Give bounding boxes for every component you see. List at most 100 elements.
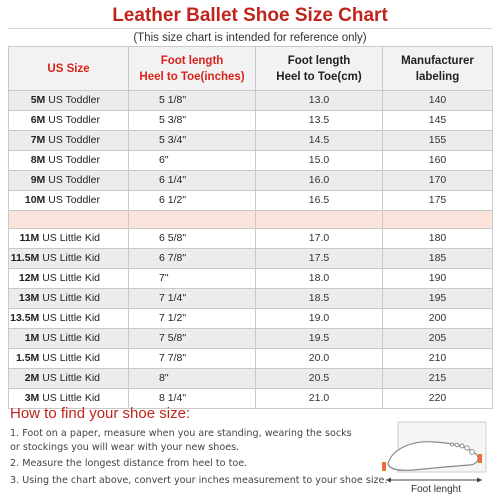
header-cm-line1: Foot length (287, 54, 351, 67)
cell-cm: 14.5 (255, 130, 383, 151)
howto-step-1-cont: or stockings you will wear with your new… (10, 442, 240, 453)
cell-cm: 13.5 (255, 110, 383, 131)
size-code: 1M (24, 332, 40, 344)
table-row: 3M US Little Kid 8 1/4" 21.0 220 (8, 388, 493, 409)
size-code: 5M (30, 94, 46, 106)
cell-manufacturer-label: 190 (382, 268, 493, 289)
cell-us-size: 8M US Toddler (8, 150, 129, 171)
cell-manufacturer-label: 180 (382, 228, 493, 249)
header-inch-line2: Heel to Toe(inches) (139, 70, 245, 83)
cell-inches: 5 3/8" (128, 110, 256, 131)
table-row: 6M US Toddler 5 3/8" 13.5 145 (8, 110, 493, 131)
heel-mark-icon (382, 462, 386, 471)
table-row: 1.5M US Little Kid 7 7/8" 20.0 210 (8, 348, 493, 369)
cell-manufacturer-label: 215 (382, 368, 493, 389)
toe-icon (449, 442, 455, 447)
size-code: 10M (24, 194, 46, 206)
cell-manufacturer-label: 210 (382, 348, 493, 369)
size-group: US Toddler (48, 134, 100, 146)
foot-outline-icon (387, 441, 479, 471)
cell-us-size: 6M US Toddler (8, 110, 129, 131)
cell-manufacturer-label: 220 (382, 388, 493, 409)
size-code: 2M (24, 372, 40, 384)
cell-inches: 6 5/8" (128, 228, 256, 249)
cell-manufacturer-label: 155 (382, 130, 493, 151)
toe-icon (469, 449, 475, 455)
size-code: 9M (30, 174, 46, 186)
table-row: 11.5M US Little Kid 6 7/8" 17.5 185 (8, 248, 493, 269)
divider-cell (255, 210, 383, 229)
size-group: US Little Kid (42, 332, 100, 344)
cell-inches: 6 1/4" (128, 170, 256, 191)
size-code: 3M (24, 392, 40, 404)
size-group: US Little Kid (42, 232, 100, 244)
cell-manufacturer-label: 145 (382, 110, 493, 131)
cell-us-size: 10M US Toddler (8, 190, 129, 211)
cell-cm: 16.5 (255, 190, 383, 211)
size-table: US Size Foot length Heel to Toe(inches) … (8, 46, 493, 409)
cell-inches: 7 1/2" (128, 308, 256, 329)
header-foot-length-cm: Foot length Heel to Toe(cm) (255, 46, 383, 91)
divider-cell (382, 210, 493, 229)
cell-manufacturer-label: 175 (382, 190, 493, 211)
size-group: US Little Kid (42, 392, 100, 404)
cell-us-size: 3M US Little Kid (8, 388, 129, 409)
cell-manufacturer-label: 195 (382, 288, 493, 309)
header-mfr-line1: Manufacturer (401, 54, 474, 67)
chart-title: Leather Ballet Shoe Size Chart (8, 2, 492, 29)
table-row: 2M US Little Kid 8" 20.5 215 (8, 368, 493, 389)
cell-cm: 20.0 (255, 348, 383, 369)
table-row: 7M US Toddler 5 3/4" 14.5 155 (8, 130, 493, 151)
cell-inches: 6 7/8" (128, 248, 256, 269)
size-group: US Little Kid (42, 292, 100, 304)
size-group: US Little Kid (42, 312, 100, 324)
header-inch-line1: Foot length (160, 54, 224, 67)
divider-cell (128, 210, 256, 229)
arrow-left-icon (386, 477, 391, 483)
cell-cm: 20.5 (255, 368, 383, 389)
table-row: 13.5M US Little Kid 7 1/2" 19.0 200 (8, 308, 493, 329)
size-code: 11M (19, 232, 40, 244)
cell-us-size: 11M US Little Kid (8, 228, 129, 249)
toe-icon (464, 445, 470, 451)
size-group: US Toddler (48, 154, 100, 166)
size-group: US Toddler (48, 94, 100, 106)
table-body: 5M US Toddler 5 1/8" 13.0 140 6M US Toddler 5… (8, 90, 493, 409)
table-row: 8M US Toddler 6" 15.0 160 (8, 150, 493, 171)
cell-us-size: 11.5M US Little Kid (8, 248, 129, 269)
cell-us-size: 2M US Little Kid (8, 368, 129, 389)
foot-measure-figure: Foot lenght (382, 421, 487, 495)
cell-us-size: 13M US Little Kid (8, 288, 129, 309)
header-us-size: US Size (8, 46, 129, 91)
cell-cm: 19.5 (255, 328, 383, 349)
table-row: 10M US Toddler 6 1/2" 16.5 175 (8, 190, 493, 211)
cell-manufacturer-label: 185 (382, 248, 493, 269)
header-manufacturer-labeling: Manufacturer labeling (382, 46, 493, 91)
toe-mark-icon (478, 454, 482, 463)
cell-inches: 8" (128, 368, 256, 389)
cell-cm: 18.5 (255, 288, 383, 309)
size-code: 13.5M (10, 312, 40, 324)
toe-icon (454, 442, 460, 448)
cell-cm: 15.0 (255, 150, 383, 171)
cell-cm: 21.0 (255, 388, 383, 409)
cell-manufacturer-label: 170 (382, 170, 493, 191)
chart-subtitle: (This size chart is intended for referen… (133, 32, 367, 44)
table-row: 11M US Little Kid 6 5/8" 17.0 180 (8, 228, 493, 249)
cell-us-size: 5M US Toddler (8, 90, 129, 111)
cell-inches: 6 1/2" (128, 190, 256, 211)
cell-manufacturer-label: 205 (382, 328, 493, 349)
size-group: US Toddler (48, 194, 100, 206)
cell-manufacturer-label: 200 (382, 308, 493, 329)
cell-us-size: 7M US Toddler (8, 130, 129, 151)
cell-us-size: 1M US Little Kid (8, 328, 129, 349)
cell-us-size: 13.5M US Little Kid (8, 308, 129, 329)
cell-cm: 16.0 (255, 170, 383, 191)
size-group: US Toddler (48, 174, 100, 186)
cell-manufacturer-label: 140 (382, 90, 493, 111)
table-row: 1M US Little Kid 7 5/8" 19.5 205 (8, 328, 493, 349)
size-code: 11.5M (10, 252, 40, 264)
table-row: 9M US Toddler 6 1/4" 16.0 170 (8, 170, 493, 191)
cell-us-size: 12M US Little Kid (8, 268, 129, 289)
size-group: US Little Kid (42, 272, 100, 284)
